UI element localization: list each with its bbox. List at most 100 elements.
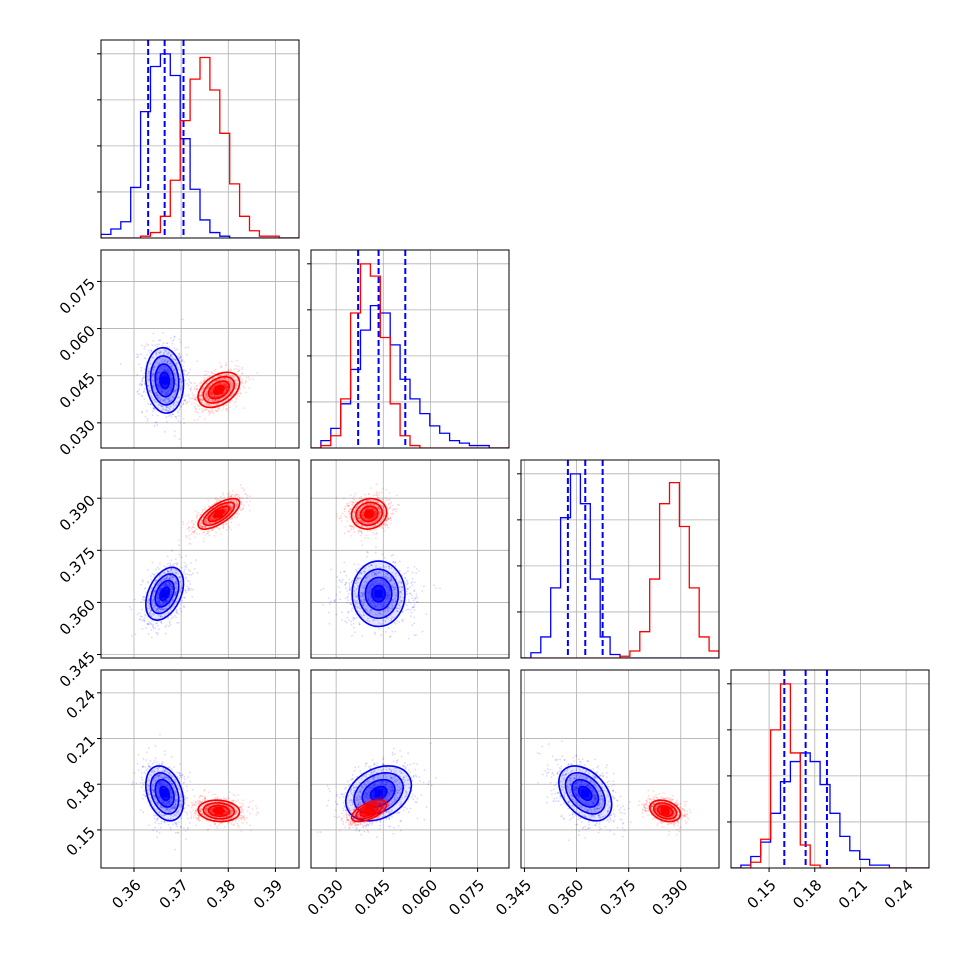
sample-point xyxy=(163,367,165,370)
sample-point xyxy=(168,372,171,374)
sample-point xyxy=(415,572,418,575)
sample-point xyxy=(164,408,167,411)
sample-point xyxy=(380,634,383,636)
sample-point xyxy=(158,397,161,400)
sample-point xyxy=(202,387,205,389)
sample-point xyxy=(163,578,166,581)
sample-point xyxy=(353,622,355,625)
sample-point xyxy=(188,534,190,537)
sample-point xyxy=(151,374,154,377)
sample-point xyxy=(207,386,210,388)
sample-point xyxy=(160,580,162,583)
sample-point xyxy=(169,354,172,356)
sample-point xyxy=(152,623,155,626)
sample-point xyxy=(157,593,160,596)
sample-point xyxy=(167,353,169,356)
sample-point xyxy=(140,384,143,387)
sample-point xyxy=(156,600,159,603)
sample-point xyxy=(154,580,157,582)
sample-point xyxy=(217,374,220,377)
sample-point xyxy=(155,421,158,424)
sample-point xyxy=(167,410,170,413)
sample-point xyxy=(218,379,221,381)
sample-point xyxy=(181,318,184,321)
sample-point xyxy=(188,521,190,523)
sample-point xyxy=(158,368,160,370)
sample-point xyxy=(197,411,199,414)
sample-point xyxy=(170,591,173,593)
sample-point xyxy=(166,371,169,374)
panel-frame xyxy=(100,39,300,239)
sample-point xyxy=(179,405,182,408)
sample-point xyxy=(204,534,207,537)
sample-point xyxy=(186,528,189,531)
sample-point xyxy=(155,375,158,377)
sample-point xyxy=(189,583,191,586)
sample-point xyxy=(156,602,159,605)
sample-point xyxy=(160,351,162,354)
sample-point xyxy=(207,387,210,389)
sample-point xyxy=(241,380,244,383)
panel-frame xyxy=(100,459,300,659)
sample-point xyxy=(216,403,219,405)
sample-point xyxy=(348,578,351,581)
sample-point xyxy=(169,408,171,411)
sample-point xyxy=(220,533,223,535)
sample-point xyxy=(410,594,413,597)
sample-point xyxy=(165,577,168,580)
sample-point xyxy=(423,585,425,588)
sample-point xyxy=(228,380,230,383)
sample-point xyxy=(164,349,167,352)
sample-point xyxy=(190,588,193,590)
sample-point xyxy=(405,604,408,606)
sample-point xyxy=(173,593,176,596)
sample-point xyxy=(237,524,240,527)
sample-point xyxy=(356,617,358,619)
sample-point xyxy=(162,366,165,369)
sample-point xyxy=(194,410,197,413)
sample-point xyxy=(174,582,177,585)
sample-point xyxy=(156,632,159,634)
sample-point xyxy=(155,352,157,355)
sample-point xyxy=(182,521,184,523)
sample-point xyxy=(147,372,149,375)
sample-point xyxy=(218,499,221,502)
sample-point xyxy=(248,504,250,507)
sample-point xyxy=(164,583,167,585)
sample-point xyxy=(175,401,178,403)
sample-point xyxy=(171,365,174,368)
sample-point xyxy=(209,393,212,396)
sample-point xyxy=(224,382,227,385)
sample-point xyxy=(231,399,233,402)
sample-point xyxy=(211,387,214,390)
sample-point xyxy=(188,537,191,540)
sample-point xyxy=(165,566,168,569)
sample-point xyxy=(151,344,154,347)
sample-point xyxy=(346,595,349,598)
sample-point xyxy=(190,397,193,400)
sample-point xyxy=(421,630,424,633)
sample-point xyxy=(154,573,156,576)
sample-point xyxy=(381,553,384,556)
sample-point xyxy=(198,408,201,410)
sample-point xyxy=(169,386,172,389)
sample-point xyxy=(213,395,216,398)
sample-point xyxy=(236,515,239,518)
sample-point xyxy=(421,590,424,592)
sample-point xyxy=(213,396,215,399)
sample-point xyxy=(217,383,220,385)
sample-point xyxy=(187,589,190,592)
sample-point xyxy=(156,360,159,363)
sample-point xyxy=(170,416,173,418)
sample-point xyxy=(202,399,204,402)
sample-point xyxy=(225,387,228,390)
sample-point xyxy=(186,585,189,588)
sample-point xyxy=(200,398,202,401)
sample-point xyxy=(221,383,224,386)
sample-point xyxy=(144,587,147,589)
sample-point xyxy=(210,371,213,374)
sample-point xyxy=(174,389,177,392)
sample-point xyxy=(157,614,160,617)
sample-point xyxy=(174,587,177,589)
sample-point xyxy=(163,609,165,612)
